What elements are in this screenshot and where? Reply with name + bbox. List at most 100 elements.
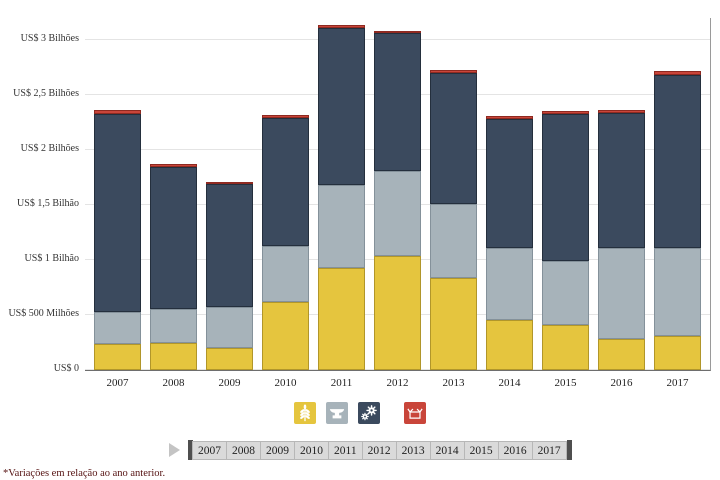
x-axis-label-2013: 2013 <box>442 377 465 389</box>
bar-2015[interactable] <box>542 110 589 370</box>
legend-anvil[interactable] <box>326 402 348 424</box>
timeline-year-2014[interactable]: 2014 <box>429 440 465 460</box>
timeline-years: 2007 2008 2009 2010 2011 2012 2013 2014 2015 2016… <box>192 440 567 460</box>
y-axis-label: US$ 1,5 Bilhão <box>17 198 79 209</box>
bar-segment-wheat-2010[interactable] <box>262 301 309 370</box>
y-axis-label: US$ 2 Bilhões <box>20 143 79 154</box>
y-axis-label: US$ 1 Bilhão <box>24 253 79 264</box>
timeline-year-2008[interactable]: 2008 <box>226 440 261 460</box>
bar-2013[interactable] <box>430 70 477 370</box>
bar-segment-package-2014[interactable] <box>486 115 533 119</box>
bar-segment-gears-2016[interactable] <box>598 112 645 248</box>
package-icon <box>407 408 423 419</box>
bar-segment-package-2009[interactable] <box>206 181 253 185</box>
x-axis-label-2009: 2009 <box>218 377 241 389</box>
y-axis-label: US$ 0 <box>53 363 79 374</box>
bar-segment-package-2013[interactable] <box>430 70 477 74</box>
gears-icon <box>361 405 377 421</box>
y-axis-label: US$ 2,5 Bilhões <box>13 88 79 99</box>
bar-segment-anvil-2016[interactable] <box>598 247 645 340</box>
bar-segment-gears-2012[interactable] <box>374 33 421 171</box>
bar-segment-wheat-2016[interactable] <box>598 339 645 370</box>
bar-segment-gears-2014[interactable] <box>486 118 533 249</box>
bar-segment-package-2012[interactable] <box>374 30 421 34</box>
bar-segment-anvil-2011[interactable] <box>318 185 365 268</box>
legend-wheat[interactable] <box>294 402 316 424</box>
timeline-year-2017[interactable]: 2017 <box>531 440 567 460</box>
bar-segment-anvil-2012[interactable] <box>374 170 421 256</box>
bar-segment-gears-2015[interactable] <box>542 113 589 262</box>
legend-gears[interactable] <box>358 402 380 424</box>
timeline-year-2009[interactable]: 2009 <box>260 440 295 460</box>
bar-2011[interactable] <box>318 24 365 370</box>
bar-segment-gears-2007[interactable] <box>94 113 141 312</box>
x-axis-label-2011: 2011 <box>330 377 353 389</box>
bar-segment-anvil-2010[interactable] <box>262 245 309 302</box>
legend <box>0 402 720 424</box>
x-axis: 2007 2008 2009 2010 2011 2012 2013 2014 2015 2016… <box>85 377 710 389</box>
timeline-year-2012[interactable]: 2012 <box>361 440 397 460</box>
y-axis-label: US$ 500 Milhões <box>8 308 79 319</box>
timeline-year-2016[interactable]: 2016 <box>497 440 533 460</box>
footnote: *Variações em relação ao ano anterior. <box>3 468 166 479</box>
bar-segment-wheat-2009[interactable] <box>206 348 253 370</box>
bar-segment-wheat-2014[interactable] <box>486 319 533 370</box>
bar-segment-package-2017[interactable] <box>654 71 701 75</box>
x-axis-label-2015: 2015 <box>554 377 577 389</box>
bar-segment-gears-2010[interactable] <box>262 118 309 246</box>
bar-segment-wheat-2015[interactable] <box>542 324 589 370</box>
timeline-year-2007[interactable]: 2007 <box>192 440 227 460</box>
bar-segment-anvil-2009[interactable] <box>206 307 253 348</box>
bar-segment-anvil-2007[interactable] <box>94 311 141 344</box>
play-icon[interactable] <box>169 443 180 457</box>
timeline-year-2015[interactable]: 2015 <box>463 440 499 460</box>
bar-2008[interactable] <box>150 164 197 370</box>
bar-segment-package-2008[interactable] <box>150 164 197 168</box>
wheat-icon <box>300 404 310 422</box>
x-axis-label-2014: 2014 <box>498 377 521 389</box>
bar-2017[interactable] <box>654 71 701 370</box>
bar-segment-anvil-2017[interactable] <box>654 248 701 337</box>
bar-segment-wheat-2013[interactable] <box>430 277 477 370</box>
bars-layer <box>85 18 710 370</box>
timeline-start-bar <box>188 440 193 460</box>
x-axis-label-2010: 2010 <box>274 377 297 389</box>
bar-segment-package-2010[interactable] <box>262 114 309 119</box>
bar-segment-anvil-2013[interactable] <box>430 203 477 278</box>
timeline-year-2010[interactable]: 2010 <box>294 440 329 460</box>
bar-segment-wheat-2008[interactable] <box>150 343 197 370</box>
bar-segment-gears-2017[interactable] <box>654 74 701 249</box>
bar-2010[interactable] <box>262 114 309 370</box>
bar-segment-gears-2009[interactable] <box>206 184 253 308</box>
bar-2014[interactable] <box>486 115 533 370</box>
timeline-end-bar <box>566 440 572 460</box>
timeline-year-2011[interactable]: 2011 <box>328 440 363 460</box>
timeline-year-2013[interactable]: 2013 <box>395 440 431 460</box>
bar-segment-anvil-2014[interactable] <box>486 248 533 320</box>
bar-segment-wheat-2007[interactable] <box>94 343 141 370</box>
legend-package[interactable] <box>404 402 426 424</box>
x-axis-label-2012: 2012 <box>386 377 409 389</box>
bar-2009[interactable] <box>206 181 253 370</box>
bar-segment-package-2007[interactable] <box>94 110 141 114</box>
bar-segment-wheat-2012[interactable] <box>374 255 421 370</box>
bar-segment-gears-2011[interactable] <box>318 27 365 186</box>
bar-segment-package-2015[interactable] <box>542 110 589 114</box>
bar-segment-gears-2008[interactable] <box>150 167 197 309</box>
plot-area <box>85 18 711 371</box>
bar-segment-gears-2013[interactable] <box>430 73 477 204</box>
y-axis-label: US$ 3 Bilhões <box>20 33 79 44</box>
bar-segment-anvil-2008[interactable] <box>150 308 197 344</box>
bar-segment-package-2016[interactable] <box>598 110 645 113</box>
x-axis-label-2017: 2017 <box>666 377 689 389</box>
bar-2016[interactable] <box>598 110 645 370</box>
x-axis-label-2007: 2007 <box>106 377 129 389</box>
x-axis-label-2008: 2008 <box>162 377 185 389</box>
bar-2012[interactable] <box>374 30 421 370</box>
bar-segment-wheat-2017[interactable] <box>654 336 701 370</box>
bar-segment-package-2011[interactable] <box>318 24 365 28</box>
anvil-icon <box>329 409 345 419</box>
bar-segment-anvil-2015[interactable] <box>542 261 589 325</box>
bar-2007[interactable] <box>94 110 141 370</box>
bar-segment-wheat-2011[interactable] <box>318 267 365 370</box>
